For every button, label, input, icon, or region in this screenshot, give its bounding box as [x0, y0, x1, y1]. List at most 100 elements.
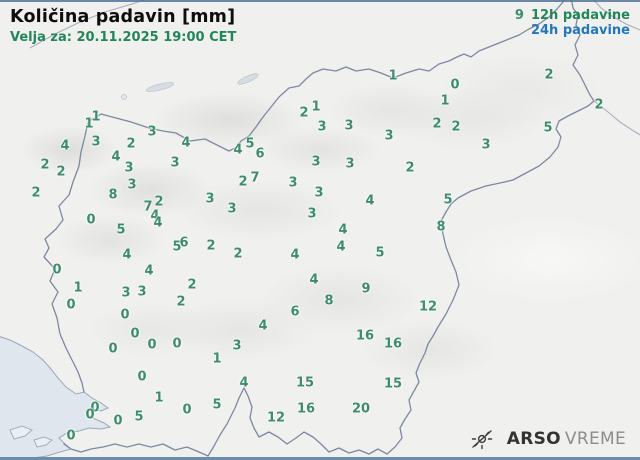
page-title: Količina padavin [mm] [10, 7, 236, 27]
station-value: 1 [440, 93, 450, 109]
station-value: 3 [121, 285, 131, 301]
station-value: 6 [290, 304, 300, 320]
station-value: 8 [108, 187, 118, 203]
lagoon-islet [9, 425, 33, 440]
station-value: 16 [296, 401, 316, 417]
station-value: 2 [154, 194, 164, 210]
station-value: 3 [124, 160, 134, 176]
station-value: 4 [122, 247, 132, 263]
lake [237, 73, 259, 85]
croatia-hungary-border [593, 100, 640, 136]
slovenia-border [43, 0, 595, 457]
brand-text: ARSO VREME [507, 429, 626, 449]
lake [121, 94, 127, 100]
station-value: 1 [84, 116, 94, 132]
station-value: 3 [384, 128, 394, 144]
station-value: 0 [86, 212, 96, 228]
station-value: 3 [345, 156, 355, 172]
station-value: 1 [388, 68, 398, 84]
station-value: 15 [295, 375, 315, 391]
station-value: 3 [170, 155, 180, 171]
station-value: 3 [147, 124, 157, 140]
station-value: 5 [543, 120, 553, 136]
station-value: 0 [90, 400, 100, 416]
brand-arso: ARSO [506, 429, 561, 449]
station-value: 0 [182, 402, 192, 418]
station-value: 4 [111, 149, 121, 165]
station-value: 7 [143, 199, 153, 215]
valid-time-label: Velja za: 20.11.2025 19:00 CET [10, 30, 237, 45]
station-value: 3 [91, 134, 101, 150]
station-value: 5 [443, 192, 453, 208]
station-value: 7 [250, 170, 260, 186]
station-value: 9 [361, 281, 371, 297]
station-value: 0 [137, 369, 147, 385]
station-value: 1 [311, 99, 321, 115]
station-value: 0 [52, 262, 62, 278]
station-value: 3 [311, 154, 321, 170]
station-value: 8 [436, 219, 446, 235]
station-value: 6 [255, 146, 265, 162]
station-value: 15 [383, 376, 403, 392]
station-value: 4 [336, 239, 346, 255]
brand-vreme: VREME [564, 429, 626, 449]
station-value: 4 [60, 138, 70, 154]
station-value: 5 [212, 397, 222, 413]
station-value: 3 [314, 185, 324, 201]
map-header: Količina padavin [mm] Velja za: 20.11.20… [10, 7, 236, 45]
station-value: 4 [258, 318, 268, 334]
station-value: 6 [179, 235, 189, 251]
station-value: 5 [375, 245, 385, 261]
lagoon-islet [33, 436, 53, 448]
legend-24h-row[interactable]: 24h padavine [515, 23, 630, 38]
station-value: 3 [205, 191, 215, 207]
bottom-border-bar [0, 457, 640, 460]
italy-austria-border [29, 0, 146, 49]
station-value: 3 [227, 201, 237, 217]
station-value: 2 [187, 277, 197, 293]
station-value: 2 [31, 185, 41, 201]
precipitation-legend: 9 12h padavine 24h padavine [515, 8, 630, 39]
station-value: 1 [73, 280, 83, 296]
station-value: 4 [150, 208, 160, 224]
station-value: 2 [40, 157, 50, 173]
station-value: 12 [266, 410, 286, 426]
station-value: 2 [238, 174, 248, 190]
stray-station-value: 9 [514, 8, 524, 23]
lake [146, 82, 174, 92]
legend-12h-label[interactable]: 12h padavine [530, 8, 630, 23]
station-value: 4 [338, 222, 348, 238]
station-value: 2 [56, 164, 66, 180]
station-value: 0 [120, 307, 130, 323]
station-value: 3 [137, 284, 147, 300]
legend-12h-row[interactable]: 9 12h padavine [515, 8, 630, 23]
station-value: 4 [290, 247, 300, 263]
station-value: 2 [299, 105, 309, 121]
legend-24h-label[interactable]: 24h padavine [530, 23, 630, 39]
station-value: 0 [66, 428, 76, 444]
station-value: 4 [239, 375, 249, 391]
station-value: 3 [481, 137, 491, 153]
station-value: 1 [154, 390, 164, 406]
station-value: 2 [206, 238, 216, 254]
station-value: 4 [365, 193, 375, 209]
station-value: 0 [130, 326, 140, 342]
station-value: 4 [233, 142, 243, 158]
station-value: 1 [212, 351, 222, 367]
top-border-line [0, 0, 640, 2]
austria-hungary-border [593, 0, 640, 31]
station-value: 3 [344, 118, 354, 134]
sun-weather-icon [471, 430, 492, 450]
station-value: 2 [176, 294, 186, 310]
station-value: 3 [307, 206, 317, 222]
station-value: 3 [127, 177, 137, 193]
station-value: 2 [432, 116, 442, 132]
arso-vreme-logo: ARSO VREME [469, 426, 626, 452]
station-value: 5 [172, 239, 182, 255]
station-value: 4 [309, 272, 319, 288]
station-value: 5 [116, 222, 126, 238]
station-value: 2 [233, 246, 243, 262]
station-value: 20 [351, 401, 371, 417]
